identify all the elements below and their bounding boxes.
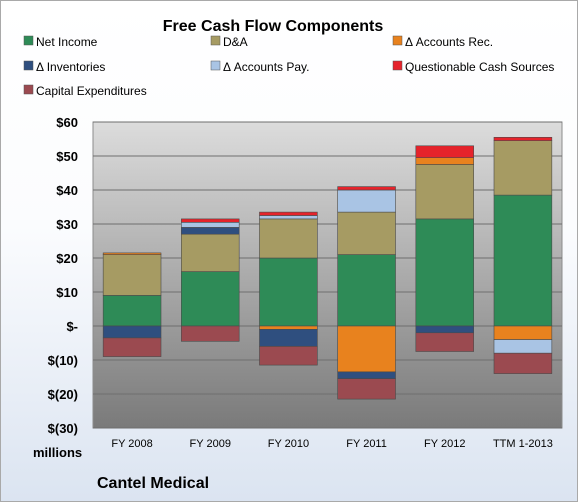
x-tick-label: FY 2010: [268, 438, 309, 450]
legend-swatch: [392, 60, 403, 71]
bar-segment: [102, 295, 162, 327]
bar-segment: [337, 211, 396, 255]
legend: Net Income D&A Δ Accounts Rec. Δ Inventorie…: [23, 35, 554, 98]
y-tick-label: $-: [66, 319, 78, 334]
legend-swatch: [210, 60, 221, 71]
legend-label: Δ Accounts Rec.: [405, 35, 493, 49]
bar-segment: [259, 325, 318, 330]
bar-segment: [337, 371, 396, 379]
bar-segment: [415, 218, 474, 327]
bar-segment: [337, 254, 396, 327]
bar-segment: [337, 186, 396, 191]
legend-swatch: [210, 35, 221, 46]
legend-label: Capital Expenditures: [36, 84, 147, 98]
x-axis-ticks: FY 2008 FY 2009 FY 2010 FY 2011 FY 2012 TTM 1…: [111, 438, 552, 450]
bar-segment: [259, 329, 318, 347]
bar-segment: [259, 211, 318, 216]
bar-segment: [493, 140, 553, 196]
legend-swatch: [23, 35, 34, 46]
bar-segment: [181, 222, 240, 228]
bar-segment: [493, 352, 553, 374]
bar-segment: [415, 325, 474, 334]
bars: [102, 137, 553, 400]
bar-segment: [102, 337, 162, 357]
bar-segment: [415, 145, 474, 159]
bar-segment: [493, 339, 553, 354]
x-tick-label: FY 2009: [190, 438, 231, 450]
y-tick-label: $60: [56, 115, 78, 130]
x-tick-label: TTM 1-2013: [493, 438, 553, 450]
legend-label: Δ Inventories: [36, 60, 105, 74]
bar-segment: [493, 137, 553, 142]
bar-segment: [181, 233, 240, 272]
legend-label: Questionable Cash Sources: [405, 60, 554, 74]
bar-segment: [181, 227, 240, 235]
x-tick-label: FY 2011: [346, 438, 387, 450]
x-tick-label: FY 2012: [424, 438, 465, 450]
y-tick-label: $40: [56, 183, 78, 198]
legend-swatch: [23, 84, 34, 95]
legend-label: Net Income: [36, 35, 98, 49]
y-tick-label: $30: [56, 217, 78, 232]
bar-segment: [102, 252, 162, 255]
gridlines: [93, 121, 562, 429]
bar-segment: [259, 346, 318, 366]
bar-segment: [415, 332, 474, 352]
legend-label: D&A: [223, 35, 248, 49]
bar-segment: [259, 215, 318, 220]
legend-swatch: [392, 35, 403, 46]
bar-segment: [102, 325, 162, 339]
bar-segment: [259, 218, 318, 259]
bar-segment: [493, 194, 553, 327]
bar-segment: [181, 271, 240, 327]
x-tick-label: FY 2008: [111, 438, 152, 450]
bar-segment: [337, 325, 396, 373]
bar-segment: [337, 378, 396, 400]
unit-label: millions: [33, 445, 82, 460]
y-axis-ticks: $60 $50 $40 $30 $20 $10 $- $(10) $(20) $(30): [48, 115, 78, 436]
bar-segment: [337, 189, 396, 213]
bar-segment: [102, 254, 162, 296]
y-tick-label: $20: [56, 251, 78, 266]
y-tick-label: $50: [56, 149, 78, 164]
bar-segment: [415, 157, 474, 165]
bar-segment: [181, 218, 240, 223]
y-tick-label: $(10): [48, 353, 78, 368]
y-tick-label: $(30): [48, 421, 78, 436]
bar-segment: [415, 164, 474, 220]
company-name: Cantel Medical: [97, 475, 209, 492]
bar-segment: [259, 257, 318, 327]
plot-area: [92, 121, 563, 429]
bar-segment: [493, 325, 553, 340]
legend-label: Δ Accounts Pay.: [223, 60, 310, 74]
chart-title: Free Cash Flow Components: [163, 18, 384, 35]
y-tick-label: $10: [56, 285, 78, 300]
legend-swatch: [23, 60, 34, 71]
y-tick-label: $(20): [48, 387, 78, 402]
bar-segment: [181, 325, 240, 342]
